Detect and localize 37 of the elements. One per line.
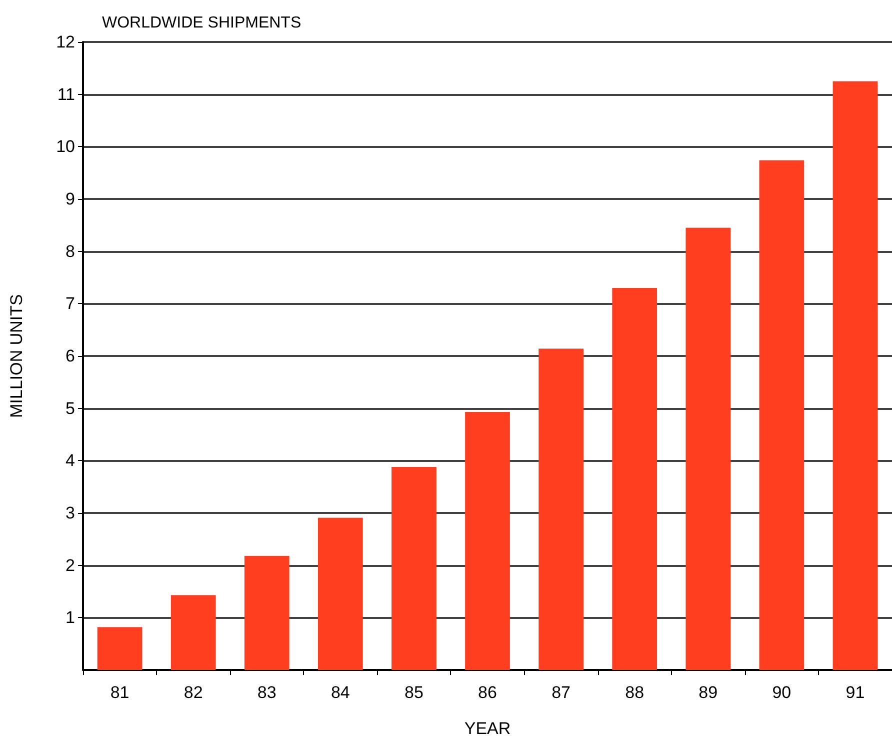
y-tick-label: 3 bbox=[66, 504, 75, 522]
bar bbox=[318, 518, 363, 670]
chart-title: WORLDWIDE SHIPMENTS bbox=[102, 14, 302, 32]
bar bbox=[244, 556, 290, 670]
x-tick-label: 85 bbox=[404, 683, 424, 702]
bar bbox=[538, 348, 584, 670]
y-tick-label: 8 bbox=[66, 242, 75, 261]
x-axis-title: YEAR bbox=[464, 719, 511, 738]
x-tick-label: 88 bbox=[625, 683, 644, 702]
y-tick-label: 6 bbox=[66, 346, 75, 366]
x-tick-label: 84 bbox=[330, 683, 350, 702]
x-tick-label: 83 bbox=[257, 683, 276, 702]
y-tick-label: 2 bbox=[66, 556, 75, 575]
bar bbox=[392, 466, 436, 670]
y-tick-label: 7 bbox=[66, 294, 75, 314]
y-tick-label: 9 bbox=[66, 190, 75, 208]
bar bbox=[97, 627, 142, 670]
y-axis-title: MILLION UNITS bbox=[7, 294, 26, 418]
y-tick-label: 12 bbox=[56, 32, 75, 52]
bar bbox=[832, 81, 878, 670]
y-tick-label: 5 bbox=[66, 398, 75, 418]
y-tick-label: 11 bbox=[57, 84, 75, 104]
x-tick-label: 81 bbox=[110, 683, 130, 702]
bar bbox=[170, 595, 216, 670]
bar bbox=[759, 160, 804, 670]
bar bbox=[612, 288, 658, 670]
bar bbox=[686, 228, 731, 670]
x-tick-label: 87 bbox=[552, 683, 571, 702]
y-tick-label: 4 bbox=[66, 451, 75, 470]
y-tick-label: 10 bbox=[56, 137, 75, 156]
bar bbox=[465, 412, 510, 670]
x-tick-label: 90 bbox=[772, 683, 792, 702]
x-tick-label: 86 bbox=[478, 683, 497, 702]
y-tick-label: 1 bbox=[66, 608, 75, 628]
x-tick-label: 89 bbox=[698, 683, 718, 702]
x-tick-label: 82 bbox=[184, 683, 203, 702]
x-tick-label: 91 bbox=[846, 683, 865, 702]
